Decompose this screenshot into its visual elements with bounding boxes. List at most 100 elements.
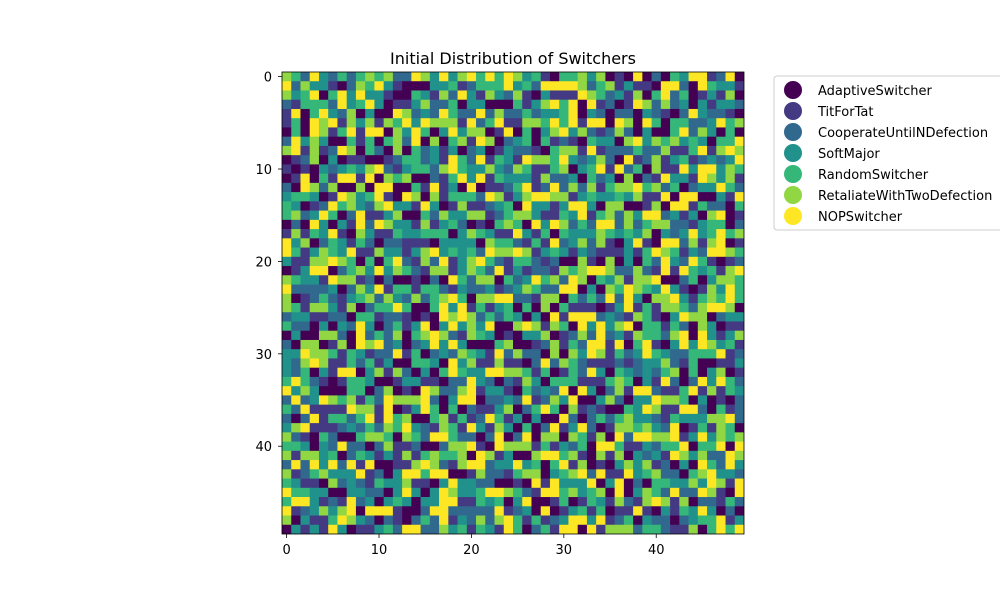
heatmap-cell — [596, 219, 606, 230]
heatmap-cell — [420, 321, 431, 332]
heatmap-cell — [568, 90, 579, 101]
heatmap-cell — [540, 460, 551, 470]
heatmap-cell — [291, 349, 301, 359]
heatmap-cell — [448, 219, 458, 230]
heatmap-cell — [476, 487, 486, 498]
heatmap-cell — [586, 136, 597, 147]
heatmap-cell — [291, 182, 301, 193]
heatmap-cell — [328, 118, 338, 128]
heatmap-cell — [429, 284, 440, 295]
heatmap-cell — [725, 229, 736, 239]
heatmap-cell — [318, 210, 329, 221]
heatmap-cell — [503, 441, 514, 452]
heatmap-cell — [716, 201, 726, 211]
heatmap-cell — [614, 358, 625, 369]
heatmap-cell — [688, 506, 699, 516]
heatmap-cell — [392, 293, 403, 304]
heatmap-cell — [725, 404, 736, 415]
heatmap-cell — [374, 395, 384, 405]
heatmap-cell — [559, 460, 569, 470]
heatmap-cell — [513, 413, 523, 424]
heatmap-cell — [328, 303, 338, 313]
heatmap-cell — [734, 404, 744, 415]
heatmap-cell — [383, 247, 394, 258]
heatmap-cell — [688, 524, 699, 534]
heatmap-cell — [337, 99, 348, 110]
heatmap-cell — [623, 413, 634, 424]
heatmap-cell — [374, 441, 384, 452]
heatmap-cell — [318, 460, 329, 470]
heatmap-cell — [383, 330, 394, 341]
heatmap-cell — [503, 201, 514, 211]
heatmap-cell — [716, 192, 726, 202]
heatmap-cell — [337, 118, 348, 128]
heatmap-cell — [411, 376, 421, 387]
heatmap-cell — [503, 386, 514, 396]
heatmap-cell — [670, 441, 680, 452]
heatmap-cell — [716, 515, 726, 526]
heatmap-cell — [679, 118, 689, 128]
heatmap-cell — [660, 469, 671, 479]
legend-marker — [784, 81, 802, 99]
heatmap-cell — [355, 487, 366, 498]
heatmap-cell — [660, 293, 671, 304]
heatmap-cell — [328, 386, 338, 396]
heatmap-cell — [346, 432, 357, 442]
legend-marker — [784, 207, 802, 225]
heatmap-cell — [448, 524, 458, 534]
heatmap-cell — [392, 266, 403, 276]
heatmap-cell — [513, 108, 523, 119]
heatmap-cell — [476, 376, 486, 387]
heatmap-cell — [494, 201, 505, 211]
heatmap-cell — [605, 210, 615, 221]
heatmap-cell — [642, 229, 652, 239]
heatmap-cell — [485, 321, 495, 332]
heatmap-cell — [670, 192, 680, 202]
heatmap-cell — [429, 275, 440, 285]
heatmap-cell — [633, 118, 643, 128]
heatmap-cell — [596, 90, 606, 101]
heatmap-cell — [457, 413, 468, 424]
heatmap-cell — [429, 432, 440, 442]
heatmap-cell — [291, 247, 301, 258]
heatmap-cell — [383, 450, 394, 461]
heatmap-cell — [697, 469, 708, 479]
heatmap-cell — [282, 229, 292, 239]
heatmap-cell — [716, 339, 726, 350]
heatmap-cell — [282, 173, 292, 184]
heatmap-cell — [513, 164, 523, 174]
heatmap-cell — [651, 247, 662, 258]
heatmap-cell — [513, 506, 523, 516]
heatmap-cell — [670, 238, 680, 248]
heatmap-cell — [291, 219, 301, 230]
heatmap-cell — [476, 349, 486, 359]
heatmap-cell — [466, 497, 477, 507]
heatmap-cell — [300, 136, 311, 147]
heatmap-cell — [679, 108, 689, 119]
heatmap-cell — [522, 210, 532, 221]
heatmap-cell — [291, 395, 301, 405]
heatmap-cell — [614, 201, 625, 211]
heatmap-cell — [318, 127, 329, 138]
heatmap-cell — [605, 395, 615, 405]
heatmap-cell — [466, 349, 477, 359]
heatmap-cell — [318, 487, 329, 498]
heatmap-cell — [577, 266, 588, 276]
heatmap-cell — [355, 210, 366, 221]
heatmap-cell — [577, 173, 588, 184]
heatmap-cell — [670, 413, 680, 424]
heatmap-cell — [402, 404, 412, 415]
heatmap-cell — [577, 395, 588, 405]
heatmap-cell — [725, 321, 736, 332]
heatmap-cell — [577, 524, 588, 534]
heatmap-cell — [670, 284, 680, 295]
heatmap-cell — [660, 441, 671, 452]
heatmap-cell — [577, 469, 588, 479]
heatmap-cell — [531, 413, 542, 424]
heatmap-cell — [633, 367, 643, 378]
heatmap-cell — [318, 358, 329, 369]
heatmap-cell — [466, 219, 477, 230]
heatmap-cell — [623, 145, 634, 156]
heatmap-cell — [318, 404, 329, 415]
heatmap-cell — [346, 469, 357, 479]
